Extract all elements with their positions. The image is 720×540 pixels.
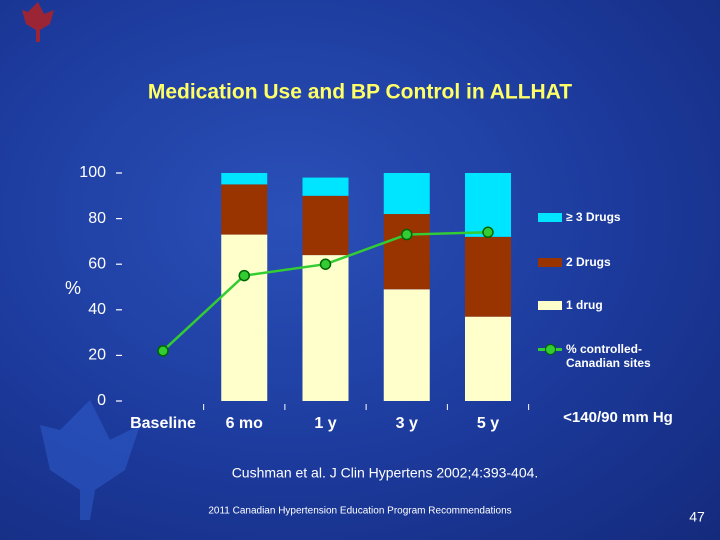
x-tick-label: Baseline xyxy=(130,415,196,432)
annotation: <140/90 mm Hg xyxy=(563,409,673,426)
line-marker xyxy=(482,226,494,239)
y-tick-label: 0 xyxy=(97,392,106,409)
line-marker xyxy=(401,228,413,241)
x-tick-label: 3 y xyxy=(396,415,418,432)
legend-marker xyxy=(545,344,556,355)
line-marker xyxy=(157,345,169,357)
line-marker xyxy=(319,258,332,270)
bar-segment xyxy=(221,184,268,235)
y-tick-label: 60 xyxy=(88,255,106,272)
citation: Cushman et al. J Clin Hypertens 2002;4:3… xyxy=(232,465,539,481)
bar-segment xyxy=(465,236,511,317)
bar-segment xyxy=(465,173,511,237)
y-tick-label: 20 xyxy=(88,347,106,364)
legend-swatch xyxy=(538,258,562,267)
bar-segment xyxy=(302,255,349,401)
x-tick-label: 1 y xyxy=(314,415,336,432)
legend-label: 1 drug xyxy=(566,298,603,312)
legend-label: 2 Drugs xyxy=(566,255,611,269)
bar-segment xyxy=(302,177,349,196)
bar-segment xyxy=(383,214,430,290)
page-number: 47 xyxy=(689,509,705,525)
footer: 2011 Canadian Hypertension Education Pro… xyxy=(208,506,511,517)
y-tick-label: 100 xyxy=(79,164,106,181)
y-tick-label: 80 xyxy=(88,210,106,227)
maple-leaf-decoration xyxy=(40,400,140,520)
bar-segment xyxy=(383,173,430,215)
bar-segment xyxy=(221,234,268,401)
y-axis-label: % xyxy=(65,278,81,298)
maple-leaf-logo xyxy=(22,2,54,42)
bar-segment xyxy=(383,289,430,401)
legend-swatch xyxy=(538,213,562,222)
bar-segment xyxy=(465,316,511,401)
legend-label: % controlled- Canadian sites xyxy=(566,342,651,370)
legend-label: ≥ 3 Drugs xyxy=(566,210,621,224)
bar-segment xyxy=(302,195,349,256)
y-tick-label: 40 xyxy=(88,301,106,318)
legend-swatch xyxy=(538,301,562,310)
chart-title: Medication Use and BP Control in ALLHAT xyxy=(148,81,572,104)
bar-segment xyxy=(221,173,268,185)
line-marker xyxy=(238,269,250,282)
x-tick-label: 6 mo xyxy=(226,415,264,432)
x-tick-label: 5 y xyxy=(477,415,499,432)
